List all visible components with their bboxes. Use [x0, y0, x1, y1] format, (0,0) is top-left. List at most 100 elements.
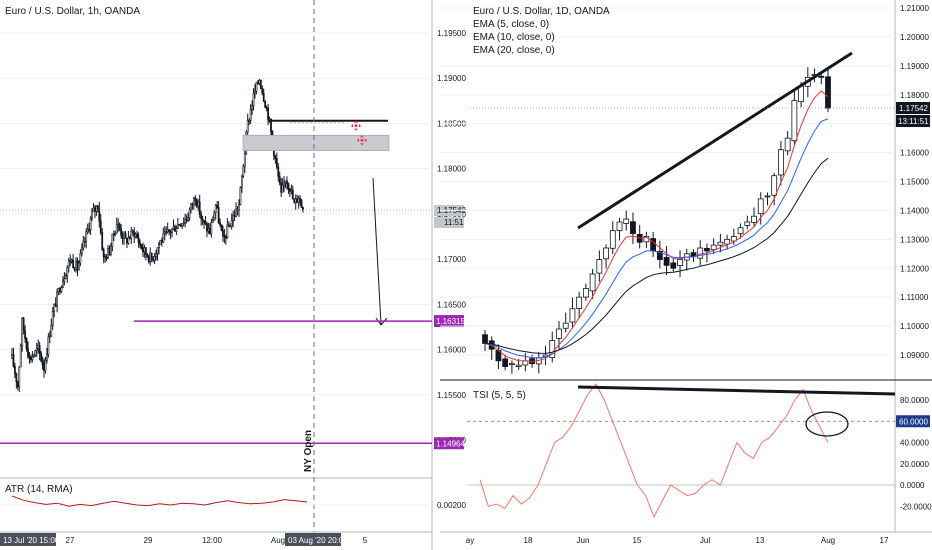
hourly-candle-body — [200, 214, 203, 219]
daily-candle-body — [757, 198, 764, 215]
move-handle-dot — [354, 124, 358, 128]
hourly-candle-body — [256, 82, 259, 85]
daily-candle-body — [663, 256, 670, 266]
hourly-candle-body — [72, 259, 75, 269]
hourly-candle-body — [48, 335, 51, 338]
hourly-candle-body — [41, 360, 44, 366]
upper-level-tag-bg — [434, 315, 464, 328]
hourly-candle-body — [171, 228, 173, 233]
hourly-candle-body — [25, 338, 28, 349]
hourly-candle-body — [284, 180, 287, 184]
right-y-tick: 1.10000 — [900, 322, 929, 331]
hourly-candle-body — [240, 176, 243, 188]
right-price-tag: 1.17542 — [899, 104, 928, 113]
hourly-candle-body — [259, 79, 262, 89]
hourly-candle-body — [166, 229, 169, 233]
hourly-candle-body — [291, 189, 294, 200]
hourly-candle-body — [274, 155, 277, 159]
right-x-tick: 17 — [880, 536, 889, 545]
left-y-tick: 1.19000 — [437, 74, 466, 83]
hourly-candle-body — [137, 237, 140, 244]
daily-candle-body — [744, 221, 751, 226]
hourly-candle-body — [278, 176, 281, 184]
hourly-candle-body — [142, 248, 144, 253]
right-y-tick: 1.11000 — [900, 293, 929, 302]
left-x-tick: 27 — [66, 536, 75, 545]
hourly-candle-body — [78, 262, 80, 271]
hourly-candle-body — [300, 200, 303, 208]
hourly-candle-body — [108, 248, 111, 255]
hourly-candle-body — [130, 230, 133, 239]
hourly-candle-body — [168, 229, 171, 232]
hourly-candle-body — [187, 217, 189, 221]
hourly-candle-body — [265, 107, 268, 109]
left-x-tick: 13 Jul '20 15:00 — [3, 536, 60, 545]
hourly-candle-body — [206, 223, 208, 232]
hourly-candle-body — [267, 107, 269, 120]
tsi-resistance-trendline — [577, 385, 896, 396]
hourly-candle-body — [104, 256, 107, 258]
chart-text-layer: Euro / U.S. Dollar, 1h, OANDA ATR (14, R… — [5, 6, 610, 495]
hourly-candle-body — [44, 360, 47, 372]
hourly-candle-body — [51, 311, 54, 326]
hourly-candle-body — [156, 247, 159, 254]
hourly-candle-body — [235, 208, 237, 217]
hourly-candle-body — [229, 225, 232, 228]
right-countdown-tag: 13:11:51 — [898, 117, 929, 126]
left-x-tick: 12:00 — [202, 536, 223, 545]
right-y-tick: 1.20000 — [900, 33, 929, 42]
hourly-candle-body — [12, 354, 15, 367]
daily-candle-body — [737, 227, 744, 235]
hourly-candle-body — [294, 198, 297, 204]
hourly-candle-body — [147, 256, 150, 262]
hourly-candle-body — [169, 230, 172, 233]
ema10-legend: EMA (10, close, 0) — [473, 32, 555, 43]
hourly-candle-body — [80, 247, 83, 254]
daily-candle-body — [515, 364, 522, 367]
hourly-candle-body — [53, 304, 56, 312]
daily-candle-body — [717, 241, 724, 246]
hourly-candle-body — [299, 198, 301, 201]
daily-candle-body — [710, 244, 717, 251]
hourly-candle-body — [21, 318, 24, 346]
hourly-candle-body — [217, 207, 220, 223]
hourly-candle-body — [123, 233, 125, 239]
tsi-tick: 40.0000 — [900, 439, 929, 448]
move-handle-arrows — [357, 135, 367, 146]
hourly-candle-body — [22, 318, 25, 331]
hourly-candle-body — [34, 350, 37, 356]
hourly-candle-body — [14, 366, 16, 374]
hourly-candle-body — [112, 233, 115, 236]
move-handle-icon — [351, 120, 361, 131]
ema10-line — [484, 118, 829, 359]
hourly-candle-body — [66, 267, 69, 277]
hourly-candle-body — [91, 211, 93, 219]
hourly-candle-body — [208, 228, 211, 235]
hourly-candle-body — [79, 253, 82, 264]
hourly-candle-body — [223, 235, 226, 238]
hourly-candle-body — [30, 356, 32, 360]
hourly-candle-body — [153, 256, 156, 261]
tsi-tick: 0.0000 — [900, 481, 925, 490]
hourly-candle-body — [216, 204, 219, 208]
right-y-tick: 1.09000 — [900, 351, 929, 360]
left-countdown-bg — [434, 217, 464, 229]
daily-candle-body — [482, 334, 488, 344]
daily-candle-body — [697, 247, 704, 259]
hourly-candle-body — [88, 228, 91, 231]
hourly-candle-body — [57, 288, 60, 293]
hourly-candle-body — [96, 205, 99, 210]
hourly-candle-body — [126, 237, 128, 244]
hourly-candle-body — [184, 219, 187, 224]
hourly-candle-body — [213, 212, 216, 221]
hourly-candle-body — [19, 345, 22, 368]
hourly-candle-body — [275, 158, 278, 168]
daily-candle-body — [509, 363, 515, 366]
left-x-tick-bg — [0, 533, 56, 546]
daily-candle-body — [623, 218, 630, 224]
left-x-tick-bg — [285, 533, 341, 546]
atr-title: ATR (14, RMA) — [5, 484, 73, 495]
right-x-tick: Aug — [821, 536, 835, 545]
ema20-line — [484, 157, 829, 354]
daily-candle-body — [609, 230, 616, 249]
